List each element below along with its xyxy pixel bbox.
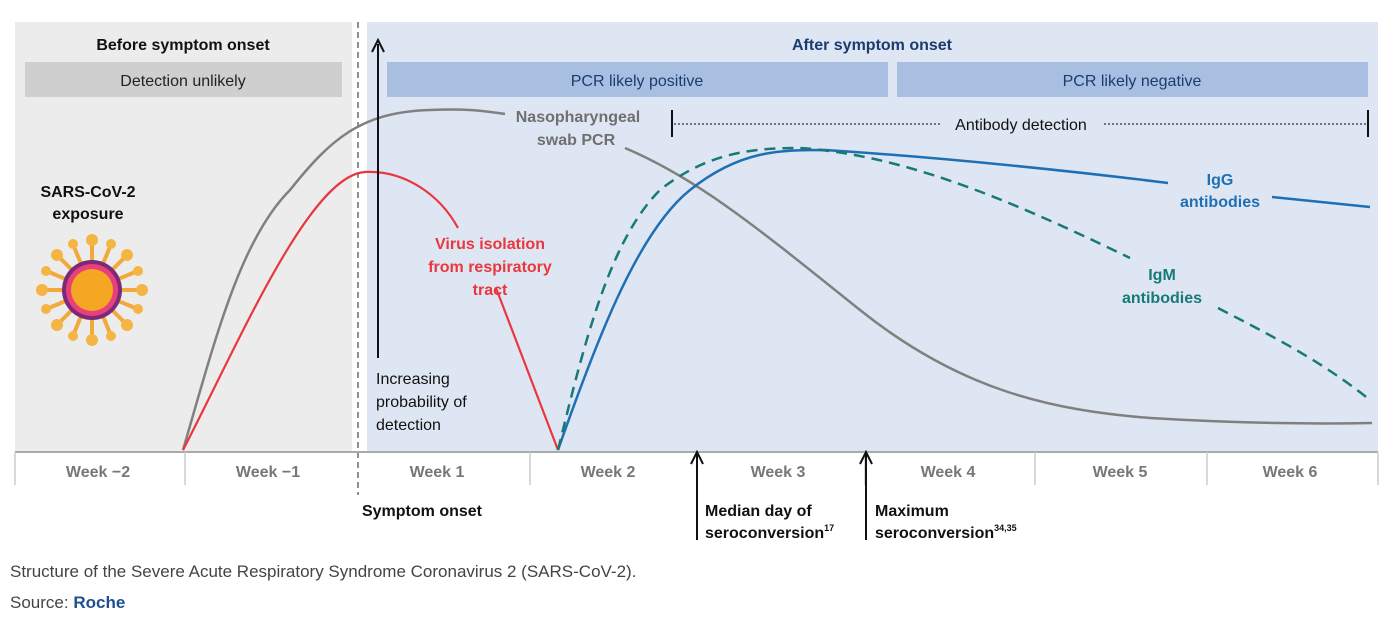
igg-label-1: IgG [1207,172,1234,189]
igg-label-2: antibodies [1180,194,1260,211]
detection-unlikely-label: Detection unlikely [120,73,245,90]
igg-curve-tail [1271,195,1371,209]
virus-label-2: from respiratory [428,259,552,276]
maximum-seroconversion-arrow [859,449,873,540]
after-header: After symptom onset [792,37,953,54]
figure-source: Source: Roche [10,593,125,613]
week-label: Week −1 [236,464,300,481]
igm-curve-tail [1217,306,1371,401]
exposure-label-2: exposure [52,206,123,223]
antibody-detection-range [671,110,1369,137]
week-label: Week 4 [921,464,976,481]
figure-caption: Structure of the Severe Acute Respirator… [10,562,637,581]
week-label: Week −2 [66,464,130,481]
maximum-label-1: Maximum [875,503,949,520]
pcr-curve [181,108,506,451]
week-label: Week 1 [410,464,465,481]
pcr-negative-bar [897,62,1368,97]
source-label: Source: [10,593,69,612]
seroconversion-diagram: Before symptom onset After symptom onset… [14,22,1379,542]
igm-label-2: antibodies [1122,290,1202,307]
virus-isolation-curve [182,170,459,451]
median-label-1: Median day of [705,503,812,520]
igm-label-1: IgM [1148,267,1176,284]
probability-label-3: detection [376,417,441,434]
antibody-detection-label: Antibody detection [955,117,1087,134]
symptom-onset-label: Symptom onset [362,503,483,520]
source-link[interactable]: Roche [73,593,126,612]
median-label-2: seroconversion17 [705,523,834,542]
week-label: Week 6 [1263,464,1318,481]
week-dividers [14,452,1379,485]
detection-unlikely-bar [25,62,342,97]
week-label: Week 5 [1093,464,1148,481]
before-header: Before symptom onset [96,37,270,54]
pcr-positive-bar [387,62,888,97]
probability-arrow [371,37,385,358]
igg-curve [556,148,1169,451]
virus-isolation-curve-tail [494,287,560,451]
virus-label-1: Virus isolation [435,236,545,253]
pcr-label-1: Nasopharyngeal [516,109,640,126]
exposure-label-1: SARS-CoV-2 [40,184,135,201]
week-label: Week 3 [751,464,806,481]
maximum-label-2: seroconversion34,35 [875,523,1017,542]
probability-label-1: Increasing [376,371,450,388]
probability-label-2: probability of [376,394,467,411]
median-seroconversion-arrow [690,449,704,540]
virus-label-3: tract [473,282,508,299]
pcr-curve-tail [624,146,1373,425]
week-label: Week 2 [581,464,636,481]
pcr-negative-label: PCR likely negative [1063,73,1202,90]
igm-curve [556,146,1131,451]
pcr-label-2: swab PCR [537,132,616,149]
pcr-positive-label: PCR likely positive [571,73,704,90]
virus-icon [36,234,148,346]
